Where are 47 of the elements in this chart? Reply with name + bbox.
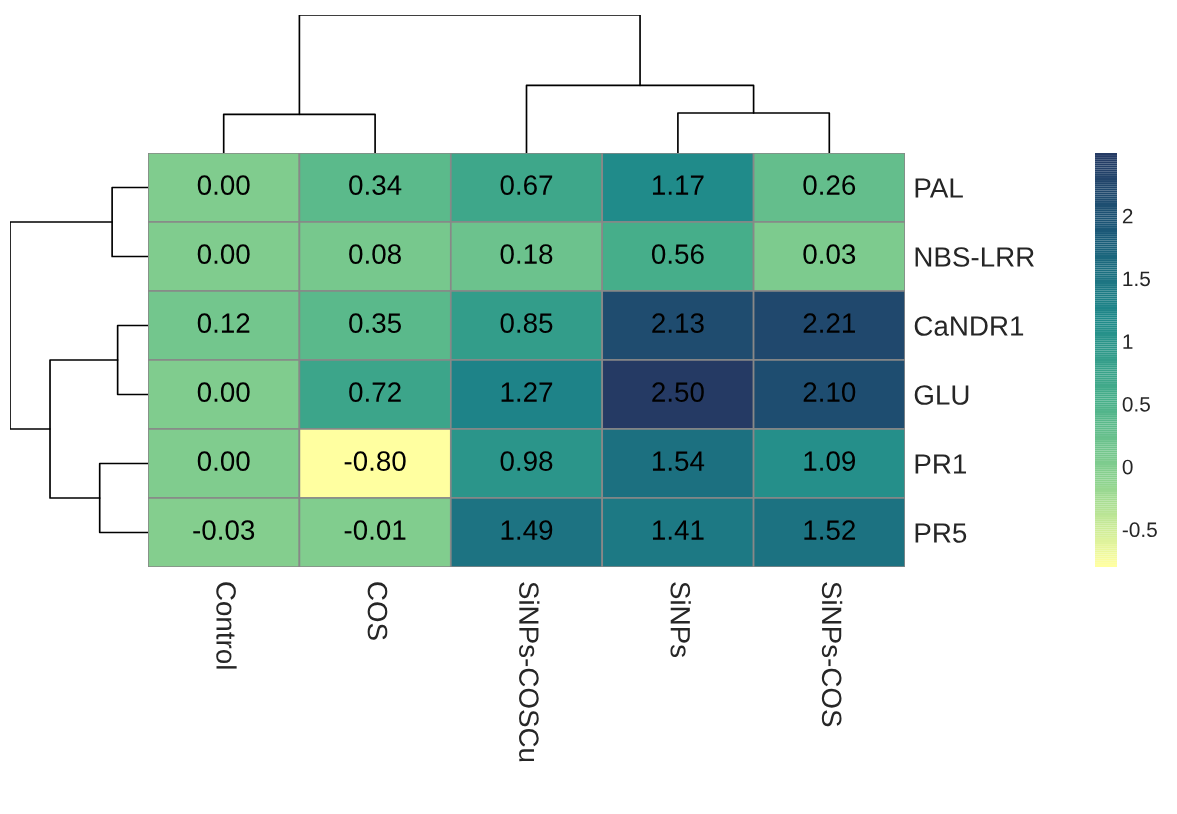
data-label: 0.08 bbox=[349, 244, 401, 264]
y-tick-label: PR1 bbox=[915, 454, 967, 474]
color-bar-label: -0.5 bbox=[1122, 522, 1157, 538]
data-label: 2.13 bbox=[652, 313, 704, 333]
data-label: 0.98 bbox=[500, 451, 553, 471]
data-label: -0.80 bbox=[344, 451, 406, 471]
color-bar-label: 1.5 bbox=[1123, 271, 1150, 287]
x-tick-label: SiNPs-COS bbox=[821, 582, 843, 727]
data-label: 0.56 bbox=[651, 244, 704, 264]
data-label: 1.17 bbox=[652, 175, 704, 195]
data-label: 0.34 bbox=[349, 175, 402, 195]
data-label: 1.27 bbox=[501, 382, 553, 402]
data-label: 0.18 bbox=[500, 244, 553, 264]
x-tick-label: Control bbox=[216, 582, 237, 669]
data-label: 0.00 bbox=[197, 244, 250, 264]
y-tick-label: GLU bbox=[914, 385, 969, 405]
color-bar-label: 0.5 bbox=[1122, 396, 1150, 412]
data-label: 0.85 bbox=[500, 313, 553, 333]
data-label: 0.26 bbox=[803, 175, 856, 195]
data-label: 0.00 bbox=[197, 175, 250, 195]
data-label: -0.03 bbox=[193, 520, 255, 540]
y-tick-label: PR5 bbox=[915, 523, 967, 543]
data-label: 1.41 bbox=[652, 520, 704, 540]
y-tick-label: NBS-LRR bbox=[915, 247, 1034, 267]
data-label: 2.50 bbox=[652, 382, 704, 402]
x-tick-label: COS bbox=[367, 582, 388, 640]
y-tick-label: CaNDR1 bbox=[914, 316, 1024, 336]
data-label: 0.72 bbox=[349, 382, 401, 402]
data-label: 0.67 bbox=[500, 175, 553, 195]
data-label: 0.03 bbox=[803, 244, 856, 264]
data-label: 1.09 bbox=[804, 451, 856, 471]
data-label: 1.49 bbox=[501, 520, 553, 540]
x-tick-label: SiNPs bbox=[670, 582, 691, 658]
data-label: 0.12 bbox=[197, 313, 250, 333]
data-label: 0.00 bbox=[197, 451, 250, 471]
color-bar-label: 0 bbox=[1122, 459, 1133, 475]
color-bar-label: 2 bbox=[1122, 208, 1133, 224]
data-label: 2.21 bbox=[803, 313, 855, 333]
data-label: 2.10 bbox=[803, 382, 856, 402]
x-tick-label: SiNPs-COSCu bbox=[519, 582, 540, 762]
data-label: 1.54 bbox=[652, 451, 705, 471]
data-label: 0.35 bbox=[349, 313, 401, 333]
data-label: -0.01 bbox=[344, 520, 406, 540]
data-label: 1.52 bbox=[804, 520, 855, 540]
y-tick-label: PAL bbox=[915, 178, 963, 198]
color-bar-label: 1 bbox=[1123, 334, 1133, 349]
data-label: 0.00 bbox=[197, 382, 250, 402]
